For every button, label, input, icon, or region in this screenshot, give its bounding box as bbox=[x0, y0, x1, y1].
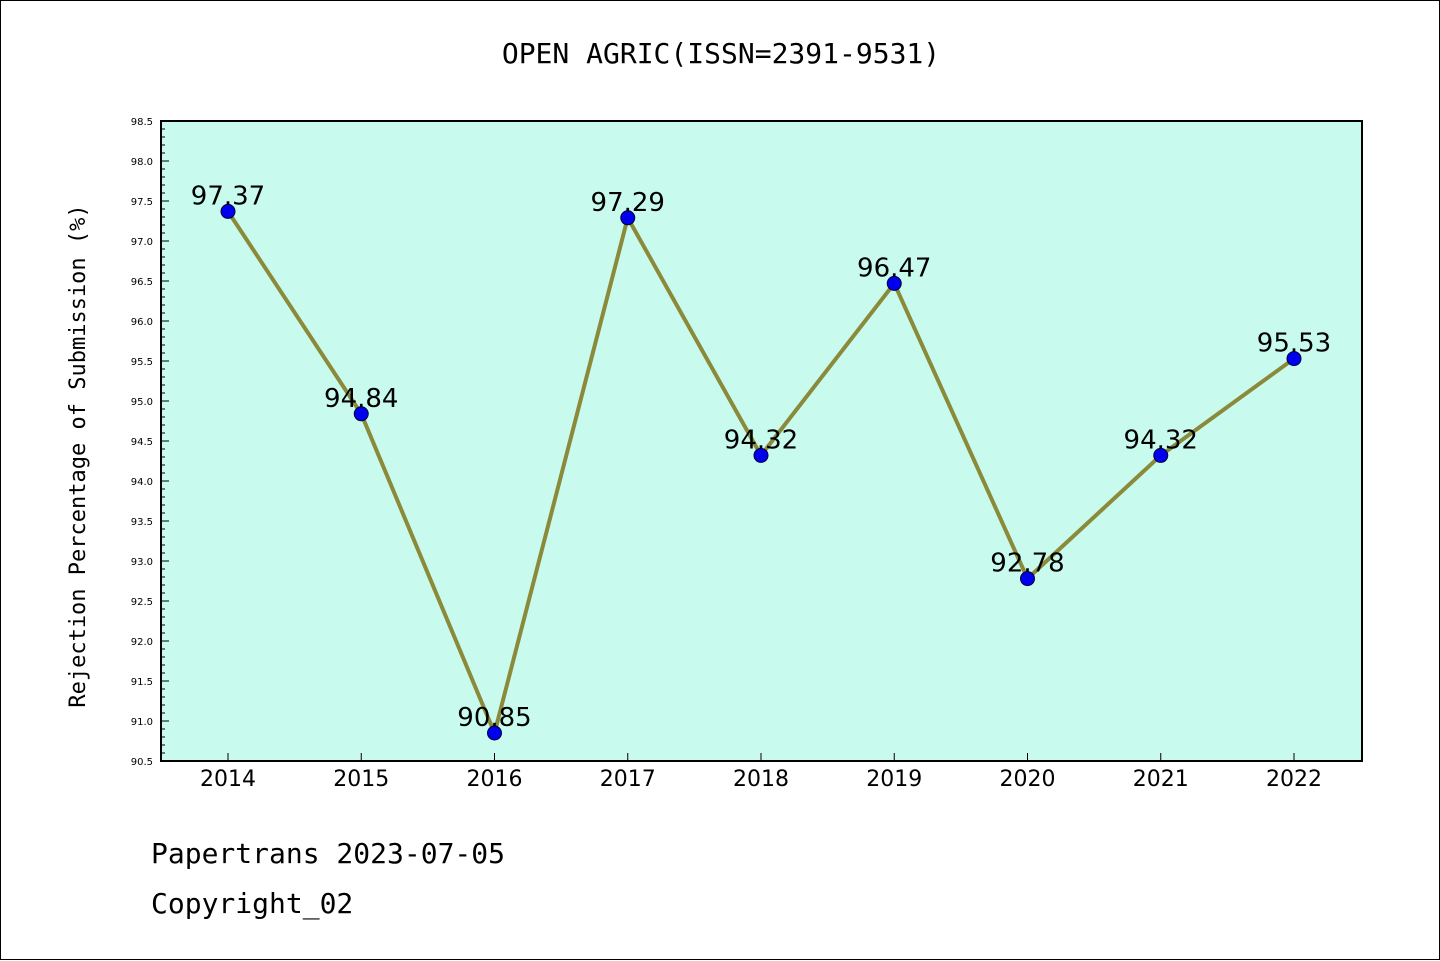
data-point bbox=[886, 275, 902, 291]
x-tick-label: 2016 bbox=[467, 767, 523, 792]
data-point bbox=[1020, 571, 1035, 587]
data-label: 92.78 bbox=[990, 549, 1064, 579]
data-label: 94.84 bbox=[324, 384, 398, 414]
x-tick-label: 2022 bbox=[1266, 767, 1322, 792]
y-tick-label: 96.5 bbox=[131, 277, 153, 288]
data-label: 97.29 bbox=[591, 188, 665, 218]
y-tick-label: 93.5 bbox=[131, 517, 153, 528]
chart-title: OPEN AGRIC(ISSN=2391-9531) bbox=[501, 37, 941, 70]
y-tick-label: 95.5 bbox=[131, 357, 153, 368]
footer-copyright: Copyright_02 bbox=[151, 887, 354, 920]
y-tick-label: 92.0 bbox=[131, 637, 153, 648]
data-label: 94.32 bbox=[1124, 425, 1198, 455]
footer-source: Papertrans 2023-07-05 bbox=[151, 837, 506, 870]
x-tick-label: 2019 bbox=[866, 767, 922, 792]
y-axis: 90.5 91.0 91.5 92.0 92.5 93.0 93.5 94.0 94.5 95.0… bbox=[131, 117, 169, 768]
y-axis-label: Rejection Percentage of Submission (%) bbox=[66, 204, 91, 707]
y-tick-label: 97.5 bbox=[131, 197, 153, 208]
y-tick-label: 98.0 bbox=[131, 157, 153, 168]
x-axis: 2014 2015 2016 2017 2018 2019 2020 2021 2022 bbox=[200, 753, 1322, 792]
data-label: 97.37 bbox=[191, 181, 265, 211]
y-tick-label: 90.5 bbox=[131, 757, 153, 768]
data-point bbox=[487, 725, 502, 741]
y-tick-label: 98.5 bbox=[131, 117, 153, 128]
y-tick-label: 92.5 bbox=[131, 597, 153, 608]
data-label: 90.85 bbox=[457, 703, 531, 733]
data-point bbox=[1153, 447, 1169, 463]
data-label: 96.47 bbox=[857, 253, 931, 283]
x-tick-label: 2015 bbox=[333, 767, 389, 792]
y-tick-label: 93.0 bbox=[131, 557, 153, 568]
x-tick-label: 2021 bbox=[1133, 767, 1189, 792]
y-tick-label: 94.5 bbox=[131, 437, 153, 448]
x-tick-label: 2020 bbox=[1000, 767, 1056, 792]
data-point bbox=[753, 447, 769, 463]
data-points bbox=[220, 203, 1302, 741]
data-point bbox=[220, 203, 236, 219]
data-point bbox=[1286, 351, 1302, 367]
plot-area bbox=[160, 120, 1363, 762]
data-label: 95.53 bbox=[1257, 329, 1331, 359]
y-tick-label: 96.0 bbox=[131, 317, 153, 328]
x-tick-label: 2014 bbox=[200, 767, 256, 792]
data-label: 94.32 bbox=[724, 425, 798, 455]
x-tick-label: 2017 bbox=[600, 767, 656, 792]
data-labels: 97.37 94.84 90.85 97.29 94.32 96.47 92.78 94.32… bbox=[191, 181, 1331, 733]
data-point bbox=[353, 406, 369, 422]
y-tick-label: 91.5 bbox=[131, 677, 153, 688]
data-point bbox=[620, 210, 636, 226]
x-tick-label: 2018 bbox=[733, 767, 789, 792]
y-tick-label: 95.0 bbox=[131, 397, 153, 408]
y-tick-label: 91.0 bbox=[131, 717, 153, 728]
y-tick-label: 94.0 bbox=[131, 477, 153, 488]
y-tick-label: 97.0 bbox=[131, 237, 153, 248]
